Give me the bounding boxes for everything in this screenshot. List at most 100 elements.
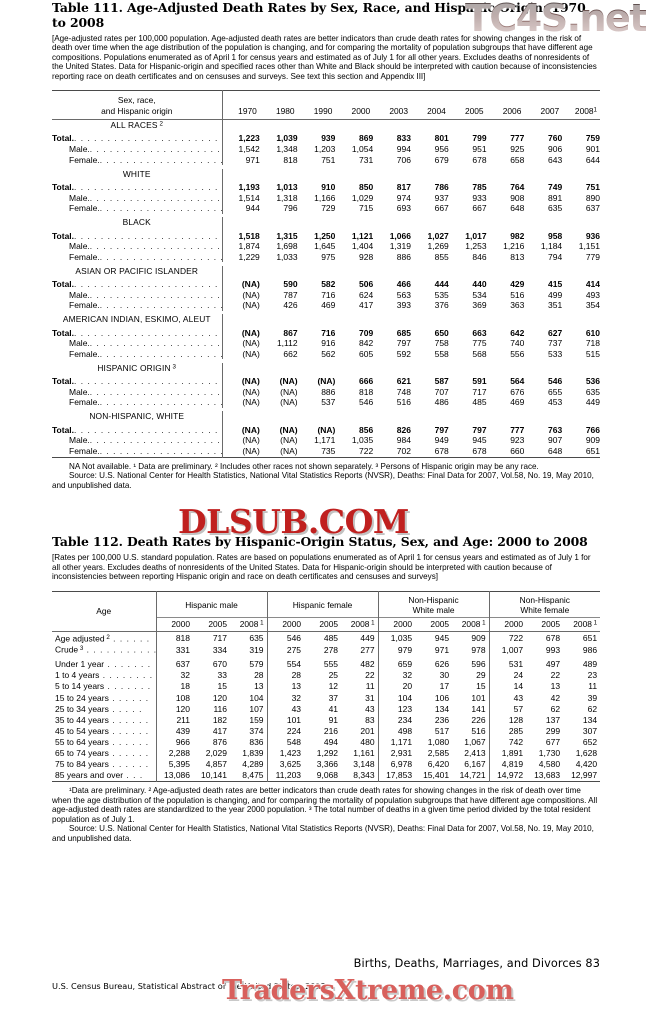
cell-2007: 635 xyxy=(547,203,563,214)
leader-dots: . . . . . . . . . . . . . . . . . . . . … xyxy=(74,181,222,192)
row-label: Female.. . . . . . . . . . . . . . . . .… xyxy=(52,252,222,263)
cell-g2-2008: 449 xyxy=(360,632,375,643)
cell-2000: 1,404 xyxy=(351,241,374,252)
year-header-2005-g2: 2005 xyxy=(319,619,339,630)
row-label: Male.. . . . . . . . . . . . . . . . . .… xyxy=(52,241,222,252)
cell-1980: (NA) xyxy=(280,386,298,397)
cell-g1-2005: 33 xyxy=(217,670,227,681)
leader-dots: . . . . . . . . . . . . . . . . . . . . … xyxy=(89,386,222,397)
row-label: 45 to 54 years . . . . . . xyxy=(55,725,150,736)
cell-g2-2000: 275 xyxy=(266,644,305,656)
table-112-group-header-row: Age Hispanic male Hispanic female Non-Hi… xyxy=(52,591,601,618)
table-row: Male.. . . . . . . . . . . . . . . . . .… xyxy=(52,192,600,204)
cell-g1-2000: 2,288 xyxy=(155,747,193,759)
leader-dots: . . . . . . . . . . . . . . . . . . . . … xyxy=(99,203,222,214)
cell-2005: 678 xyxy=(472,445,487,456)
footnote-marker: 2 xyxy=(157,120,164,128)
row-label: Total.. . . . . . . . . . . . . . . . . … xyxy=(52,182,222,193)
cell-g1-2000: 211 xyxy=(155,714,193,726)
cell-g3-2008: 516 xyxy=(471,725,486,736)
group-header-filler xyxy=(221,119,600,131)
row-label: Male.. . . . . . . . . . . . . . . . . .… xyxy=(52,387,222,398)
running-head: Births, Deaths, Marriages, and Divorces … xyxy=(353,957,600,970)
cell-g3-2005: 2,585 xyxy=(427,747,450,758)
cell-1970: 1,514 xyxy=(221,192,260,204)
cell-g4-2000: 14,972 xyxy=(488,769,527,782)
row-spacer xyxy=(52,324,600,328)
cell-g4-2005: 1,730 xyxy=(538,747,561,758)
cell-2008: 515 xyxy=(585,348,600,359)
cell-1990: 562 xyxy=(321,348,336,359)
cell-g4-2000: 1,007 xyxy=(488,644,527,656)
footnote-marker: 3 xyxy=(78,645,84,653)
leader-dots: . . . xyxy=(123,770,144,781)
cell-2007: 906 xyxy=(547,144,563,155)
cell-1980: 1,013 xyxy=(276,181,298,192)
cell-2000: 842 xyxy=(359,338,374,349)
table-row: 1 to 4 years . . . . . . . . . 32 33 28 28 25… xyxy=(52,670,600,682)
cell-g1-2005: 417 xyxy=(212,725,227,736)
cell-2005: 951 xyxy=(472,144,487,155)
cell-g2-2005: 485 xyxy=(323,632,339,643)
cell-g1-2000: 331 xyxy=(155,644,193,656)
cell-2005: 440 xyxy=(472,279,487,290)
leader-dots: . . . . . . . . . . . . . . . . . . . . … xyxy=(74,133,222,144)
leader-dots: . . . . . . . . . . . . . . . . . . . . … xyxy=(89,338,222,349)
table-111-body: ALL RACES 2 Total.. . . . . . . . . . . .… xyxy=(52,119,600,458)
cell-2006: 648 xyxy=(510,203,525,214)
row-spacer xyxy=(52,178,600,182)
row-label: Male.. . . . . . . . . . . . . . . . . .… xyxy=(52,435,222,446)
cell-2004: 679 xyxy=(434,154,449,165)
cell-g4-2005: 42 xyxy=(550,692,561,703)
cell-g2-2000: 28 xyxy=(266,670,305,682)
year-header-2008-g1: 2008 1 xyxy=(239,619,264,630)
cell-2004: 707 xyxy=(434,386,449,397)
year-header-2008-g3: 2008 1 xyxy=(461,619,486,630)
table-row: Total.. . . . . . . . . . . . . . . . . … xyxy=(52,376,600,387)
table-row: Male.. . . . . . . . . . . . . . . . . .… xyxy=(52,338,600,349)
cell-g2-2005: 494 xyxy=(323,736,339,747)
cell-2005: 945 xyxy=(472,435,487,446)
cell-g1-2005: 182 xyxy=(212,714,227,725)
col-header-2005: 2005 xyxy=(464,106,484,117)
cell-g4-2008: 23 xyxy=(587,670,598,681)
cell-2000: 731 xyxy=(359,154,374,165)
cell-1970: (NA) xyxy=(221,424,260,436)
cell-1980: 1,348 xyxy=(276,144,298,155)
cell-g3-2005: 17 xyxy=(439,681,450,692)
cell-2007: 499 xyxy=(547,289,563,300)
table-row: Total.. . . . . . . . . . . . . . . . . … xyxy=(52,424,600,436)
cell-2000: 856 xyxy=(359,424,374,435)
cell-2007: 627 xyxy=(547,327,563,338)
cell-2006: 363 xyxy=(510,300,525,311)
cell-2004: 558 xyxy=(434,348,449,359)
leader-dots: . . . . . . . . . xyxy=(99,670,156,681)
group-header-filler xyxy=(221,314,600,325)
cell-g1-2000: 439 xyxy=(155,725,193,737)
cell-2006: 429 xyxy=(510,279,525,290)
col-header-1980: 1980 xyxy=(275,106,295,117)
group-header-filler xyxy=(221,217,600,228)
cell-g2-2008: 11 xyxy=(365,681,375,692)
cell-2000: 1,121 xyxy=(351,230,374,241)
cell-2000: 417 xyxy=(359,300,374,311)
leader-dots: . . . . . . . xyxy=(104,681,152,692)
cell-g4-2008: 986 xyxy=(582,644,598,655)
cell-2007: 351 xyxy=(547,300,563,311)
cell-g3-2005: 236 xyxy=(434,714,450,725)
group-label: ASIAN OR PACIFIC ISLANDER xyxy=(75,265,199,276)
cell-g3-2005: 971 xyxy=(434,644,450,655)
cell-g3-2008: 15 xyxy=(476,681,486,692)
cell-g4-2000: 57 xyxy=(488,703,527,715)
cell-g3-2005: 6,420 xyxy=(427,759,450,770)
cell-2004: 650 xyxy=(434,327,449,338)
group-header-filler xyxy=(221,168,600,179)
cell-2005: 667 xyxy=(472,203,487,214)
table-row: Crude 3 . . . . . . . . . . . 331 334 319 27… xyxy=(52,644,600,656)
cell-2005: 717 xyxy=(472,386,487,397)
cell-1980: 796 xyxy=(283,203,298,214)
leader-dots: . . . . . . . . . . . . . . . . . . . . … xyxy=(89,289,222,300)
cell-2008: 936 xyxy=(585,230,600,241)
row-label: Male.. . . . . . . . . . . . . . . . . .… xyxy=(52,290,222,301)
cell-2004: 535 xyxy=(434,289,449,300)
